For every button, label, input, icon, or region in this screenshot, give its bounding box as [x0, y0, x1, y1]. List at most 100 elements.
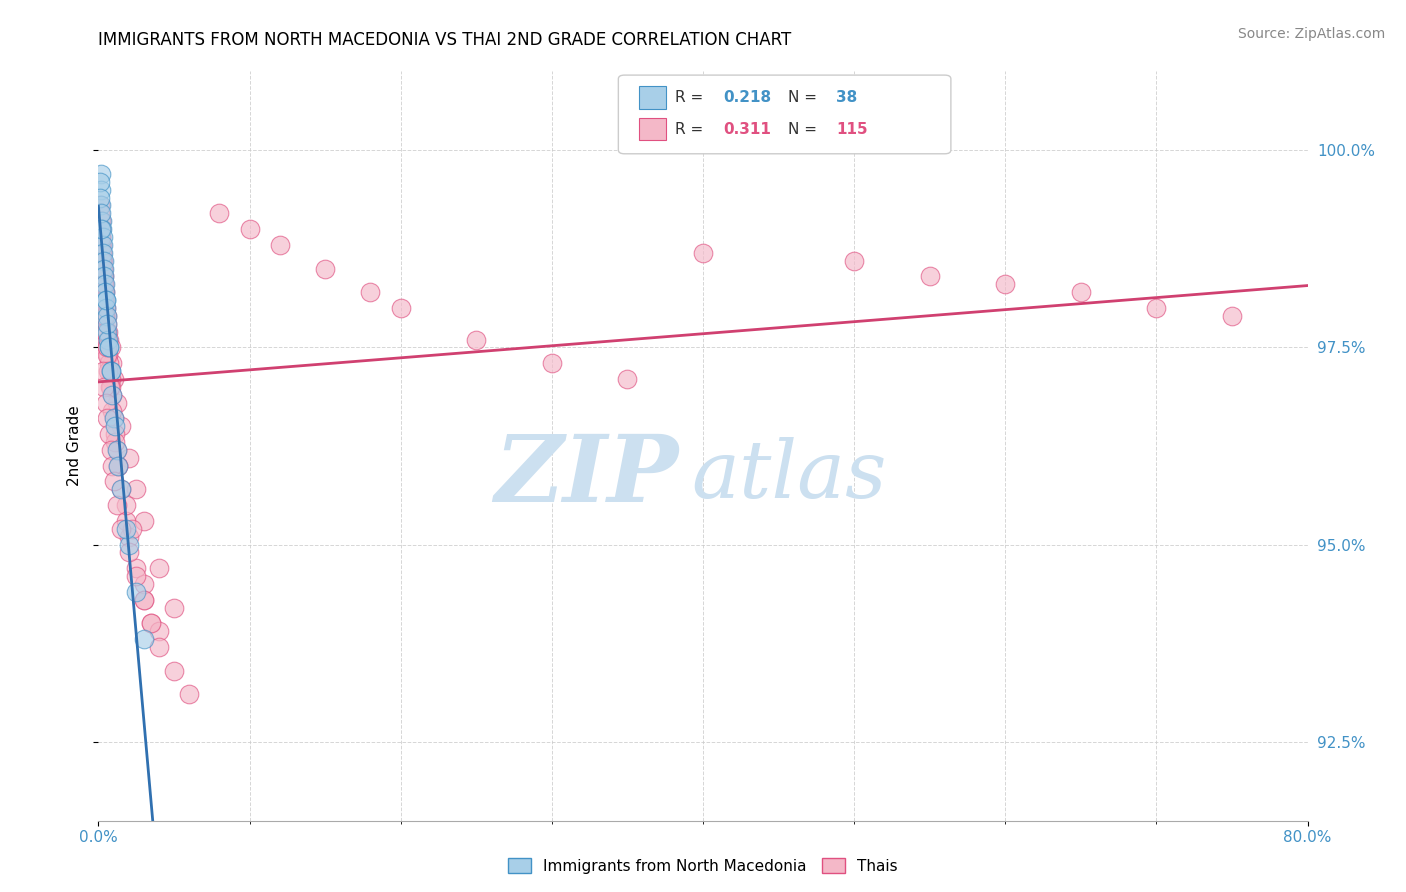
Text: 0.311: 0.311 [724, 121, 772, 136]
Point [94, 285, 117, 300]
Text: Source: ZipAtlas.com: Source: ZipAtlas.com [1237, 27, 1385, 41]
Point [91, 269, 114, 284]
Point [90, 167, 112, 181]
Point [125, 561, 148, 575]
Point [540, 356, 562, 370]
Point [91, 253, 114, 268]
Point [208, 206, 231, 220]
Point [89, 206, 111, 220]
Point [96, 333, 118, 347]
Point [90, 238, 112, 252]
Point [132, 592, 155, 607]
Point [98, 427, 121, 442]
FancyBboxPatch shape [638, 118, 665, 140]
Point [118, 545, 141, 559]
Point [89, 198, 111, 212]
Point [110, 483, 132, 497]
Point [90, 222, 112, 236]
Point [89, 175, 111, 189]
Point [101, 356, 124, 370]
Point [90, 253, 112, 268]
Point [96, 317, 118, 331]
Point [94, 309, 117, 323]
Point [91, 230, 114, 244]
Point [104, 435, 127, 450]
Point [239, 222, 262, 236]
Point [91, 222, 114, 236]
Point [93, 285, 115, 300]
Point [125, 569, 148, 583]
Point [91, 261, 114, 276]
Point [105, 498, 128, 512]
Point [94, 325, 117, 339]
Point [148, 640, 170, 654]
Point [91, 261, 114, 276]
Point [105, 395, 128, 409]
Point [1070, 285, 1092, 300]
Text: atlas: atlas [690, 437, 886, 515]
Text: IMMIGRANTS FROM NORTH MACEDONIA VS THAI 2ND GRADE CORRELATION CHART: IMMIGRANTS FROM NORTH MACEDONIA VS THAI … [98, 31, 792, 49]
FancyBboxPatch shape [619, 75, 950, 153]
Point [91, 269, 114, 284]
Point [96, 340, 118, 354]
Point [118, 450, 141, 465]
Point [91, 238, 114, 252]
Point [98, 356, 121, 370]
Point [104, 419, 127, 434]
Point [94, 293, 117, 307]
Point [1146, 301, 1168, 315]
Point [90, 230, 112, 244]
Point [179, 688, 201, 702]
Text: N =: N = [787, 90, 821, 105]
Point [1220, 309, 1243, 323]
Point [90, 230, 112, 244]
Point [132, 592, 155, 607]
Point [90, 222, 112, 236]
Point [692, 245, 714, 260]
Point [100, 372, 122, 386]
Point [93, 285, 115, 300]
Point [163, 664, 186, 678]
Point [93, 309, 115, 323]
Point [110, 419, 132, 434]
Text: ZIP: ZIP [495, 431, 679, 521]
Point [100, 340, 122, 354]
Point [103, 475, 125, 489]
Point [90, 238, 112, 252]
Point [93, 253, 115, 268]
Point [269, 238, 291, 252]
Point [90, 214, 112, 228]
Point [103, 372, 125, 386]
Point [91, 245, 114, 260]
Point [93, 380, 115, 394]
Point [104, 427, 127, 442]
Point [360, 285, 382, 300]
Point [101, 403, 124, 417]
Point [97, 364, 120, 378]
Point [125, 585, 148, 599]
Point [98, 380, 121, 394]
Point [93, 293, 115, 307]
Point [94, 395, 117, 409]
Point [91, 364, 114, 378]
Point [103, 411, 125, 425]
Point [90, 245, 112, 260]
Point [93, 293, 115, 307]
Point [94, 325, 117, 339]
Point [94, 309, 117, 323]
Point [90, 206, 112, 220]
Point [93, 277, 115, 292]
Point [314, 261, 336, 276]
Point [94, 293, 117, 307]
Point [98, 364, 121, 378]
Point [90, 214, 112, 228]
Point [110, 522, 132, 536]
Point [121, 522, 143, 536]
Point [105, 442, 128, 457]
Point [94, 277, 117, 292]
Point [125, 483, 148, 497]
Point [100, 364, 122, 378]
Point [844, 253, 866, 268]
Point [114, 522, 136, 536]
Point [98, 340, 121, 354]
